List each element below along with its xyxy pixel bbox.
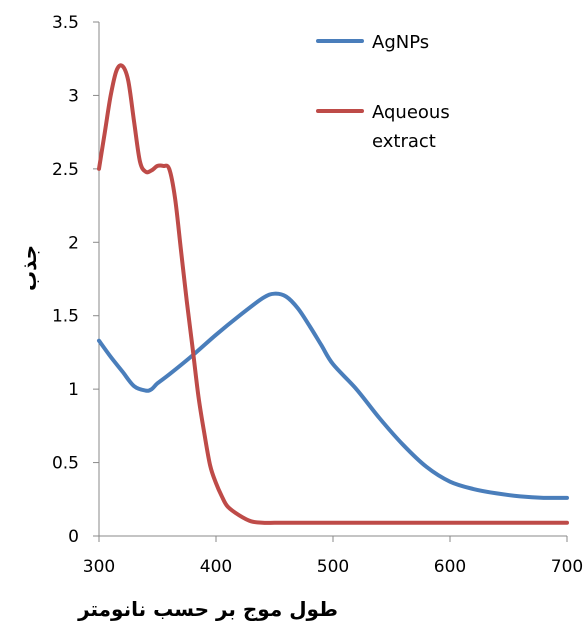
series-line-aqueous-extract [97,63,569,525]
y-axis-ticks: 0 0.5 1 1.5 2 2.5 3 3.5 [52,13,99,547]
y-tick-label: 3.5 [52,13,79,33]
y-tick-label: 0.5 [52,454,79,474]
x-axis-ticks: 300 400 500 600 700 [83,536,583,577]
x-tick-label: 600 [434,557,466,577]
y-tick-label: 2.5 [52,160,79,180]
y-tick-label: 1.5 [52,307,79,327]
legend: AgNPs Aqueous extract [316,32,450,152]
x-tick-label: 500 [317,557,349,577]
y-tick-label: 1 [68,380,79,400]
y-tick-label: 3 [68,86,79,106]
axes: 0 0.5 1 1.5 2 2.5 3 3.5 300 400 500 600 700 [52,13,583,577]
legend-label-aqueous-extract: Aqueous [372,102,450,123]
legend-label-aqueous-extract: extract [372,131,436,152]
x-tick-label: 700 [551,557,583,577]
x-tick-label: 400 [200,557,232,577]
x-tick-label: 300 [83,557,115,577]
series [97,63,569,525]
legend-label-agnps: AgNPs [372,32,429,53]
series-line-agnps [97,291,569,500]
y-tick-label: 0 [68,527,79,547]
y-axis-title: جذب [17,245,41,291]
x-axis-title: طول موج بر حسب نانومتر [77,597,338,621]
y-tick-label: 2 [68,233,79,253]
